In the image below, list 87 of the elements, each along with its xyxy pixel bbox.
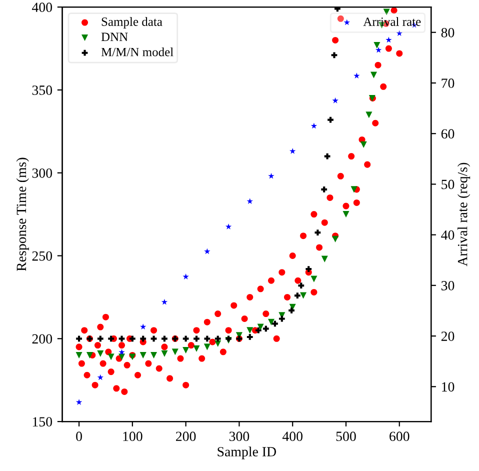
point <box>342 211 350 218</box>
point <box>118 348 125 355</box>
y-axis-title: Response Time (ms) <box>16 158 29 272</box>
point <box>268 318 275 326</box>
point <box>118 334 126 343</box>
point <box>108 354 114 360</box>
y-tick-label: 300 <box>32 168 52 178</box>
point <box>150 334 158 343</box>
point <box>140 324 146 330</box>
point <box>370 72 378 78</box>
y-tick-label: 250 <box>32 251 52 261</box>
point <box>139 334 148 343</box>
point <box>172 348 178 356</box>
point <box>300 292 307 299</box>
y2-tick-label: 30 <box>441 280 454 290</box>
point <box>86 352 93 358</box>
y2-tick-label: 10 <box>442 382 454 392</box>
y-tick-label: 400 <box>32 2 52 12</box>
point <box>310 122 318 129</box>
point <box>97 374 104 380</box>
point <box>182 346 190 354</box>
x-tick-label: 100 <box>123 432 142 442</box>
point <box>203 334 212 343</box>
point <box>214 334 222 343</box>
point <box>246 333 254 341</box>
point <box>182 334 190 343</box>
point <box>375 46 382 53</box>
x-tick-label: 600 <box>390 432 410 442</box>
point <box>366 112 372 118</box>
y2-tick-label: 40 <box>441 230 454 240</box>
point <box>268 172 274 179</box>
point <box>192 334 200 343</box>
x-tick-label: 500 <box>336 432 356 442</box>
point <box>257 324 264 330</box>
point <box>326 116 334 124</box>
point <box>225 223 232 230</box>
point <box>140 352 146 358</box>
point <box>161 350 168 357</box>
point <box>118 354 126 360</box>
point <box>150 352 158 358</box>
legend-label: Sample data <box>102 17 162 28</box>
y-tick-label: 150 <box>32 417 52 426</box>
point <box>204 344 210 350</box>
point <box>96 334 104 343</box>
y-tick-label: 350 <box>32 86 52 95</box>
point <box>246 198 253 204</box>
x-tick-label: 300 <box>229 432 250 442</box>
point <box>386 36 392 43</box>
point <box>193 345 200 352</box>
point <box>254 326 262 334</box>
point <box>290 148 296 154</box>
point <box>246 327 254 334</box>
y2-tick-label: 20 <box>441 332 454 341</box>
y2-tick-label: 70 <box>442 78 454 88</box>
point <box>182 274 189 280</box>
point <box>76 399 82 405</box>
point <box>332 97 338 104</box>
point <box>161 298 168 305</box>
point <box>76 352 82 358</box>
legend-label: M/M/N model <box>101 47 174 56</box>
point <box>374 42 380 48</box>
point <box>310 276 318 282</box>
point <box>204 248 210 254</box>
point <box>323 152 332 160</box>
y2-tick-label: 60 <box>441 129 454 139</box>
point <box>383 8 390 16</box>
legend-label: Arrival rate <box>363 17 421 26</box>
point <box>396 30 402 36</box>
point <box>321 256 328 262</box>
x-tick-label: 400 <box>282 432 302 442</box>
point <box>354 72 360 79</box>
y2-axis-title: Arrival rate (req/s) <box>457 162 470 266</box>
x-tick-label: 200 <box>176 432 196 442</box>
point <box>262 324 270 333</box>
point <box>97 350 104 357</box>
y-tick-label: 200 <box>32 334 52 344</box>
point <box>360 141 367 148</box>
x-tick-label: 0 <box>76 432 82 442</box>
point <box>128 334 136 343</box>
point <box>278 314 286 323</box>
legend-label: DNN <box>101 32 128 42</box>
y2-tick-label: 50 <box>442 180 454 190</box>
point <box>330 51 338 60</box>
point <box>332 236 339 242</box>
y2-tick-label: 80 <box>441 28 454 38</box>
x-axis-title: Sample ID <box>218 446 276 460</box>
point <box>350 186 358 193</box>
